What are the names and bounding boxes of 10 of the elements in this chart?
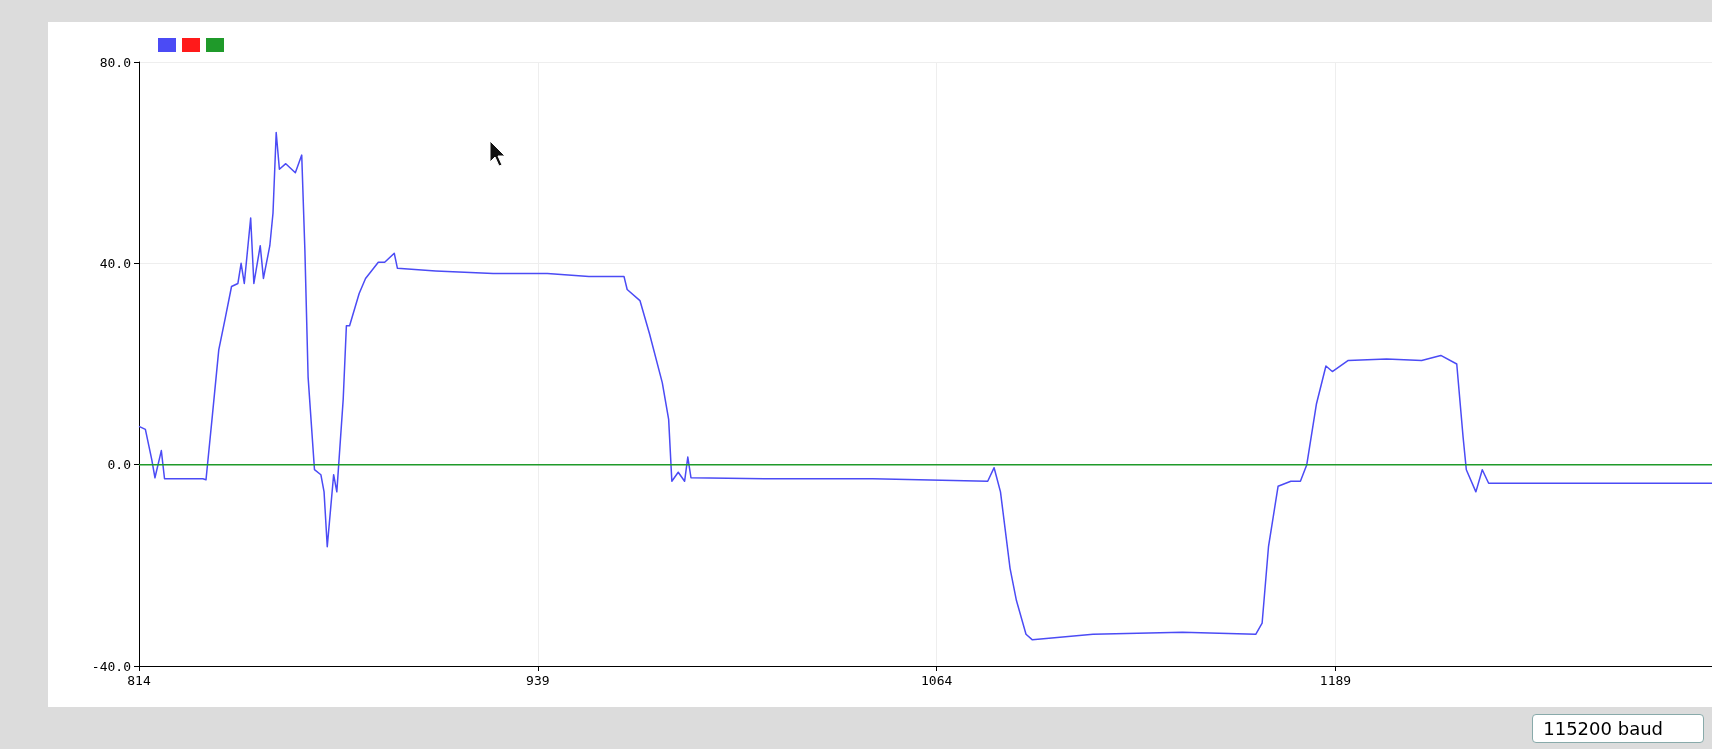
line-series xyxy=(138,131,1712,641)
x-tick-label: 814 xyxy=(127,673,151,688)
text: 115200 baud xyxy=(1532,714,1704,743)
y-tick-label: 80.0 xyxy=(99,54,131,70)
y-tick-label: 0.0 xyxy=(107,457,131,473)
y-tick-label: -40.0 xyxy=(91,658,131,674)
y-tick-label: 40.0 xyxy=(99,255,131,271)
x-tick-label: 939 xyxy=(526,673,550,688)
x-tick-label: 1189 xyxy=(1319,673,1352,688)
x-tick-label: 1064 xyxy=(921,673,953,688)
